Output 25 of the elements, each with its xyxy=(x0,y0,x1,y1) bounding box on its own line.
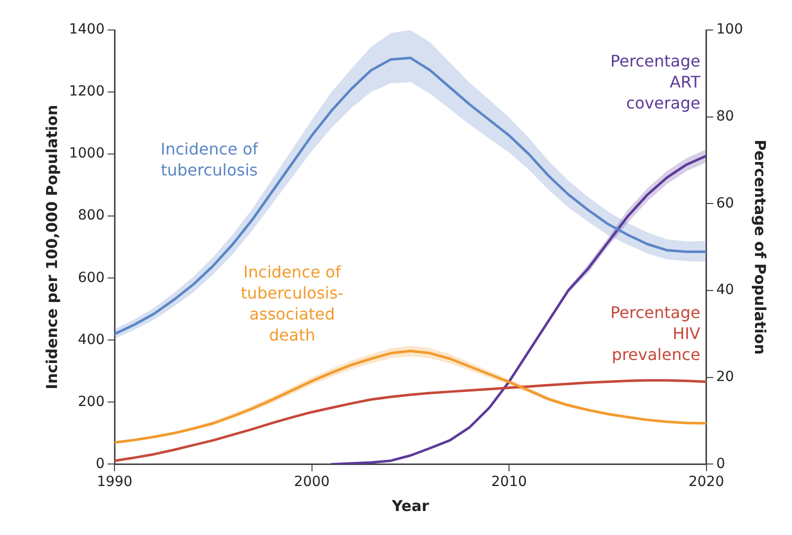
x-tick-label: 2020 xyxy=(688,474,724,490)
y2-tick-label: 20 xyxy=(716,369,734,385)
x-tick-label: 2000 xyxy=(294,474,330,490)
y-tick-label: 600 xyxy=(78,270,105,286)
y2-tick-label: 80 xyxy=(716,108,734,124)
x-tick-label: 2010 xyxy=(491,474,527,490)
text: Percentage ART coverage xyxy=(610,51,701,112)
x-tick-label: 1990 xyxy=(96,474,132,490)
series-label: Percentage HIV prevalence xyxy=(610,303,700,364)
y2-axis-title: Percentage of Population xyxy=(751,140,770,355)
y-tick-label: 800 xyxy=(78,208,105,224)
series-label: Incidence of tuberculosis-associated death xyxy=(240,262,344,345)
y-axis-title: Incidence per 100,000 Population xyxy=(42,104,61,390)
y2-tick-label: 60 xyxy=(716,195,734,212)
x-axis-title: Year xyxy=(390,496,430,515)
y-tick-label: 1200 xyxy=(68,84,105,100)
y-tick-label: 200 xyxy=(78,394,105,410)
y2-tick-label: 40 xyxy=(716,282,734,298)
series-label: Incidence of tuberculosis xyxy=(160,139,258,180)
y2-tick-label: 0 xyxy=(716,456,726,472)
y-tick-label: 400 xyxy=(78,332,105,348)
y-tick-label: 1400 xyxy=(68,22,105,38)
y-tick-label: 0 xyxy=(96,456,105,472)
y2-tick-label: 100 xyxy=(716,22,744,38)
y-tick-label: 1000 xyxy=(68,146,105,162)
